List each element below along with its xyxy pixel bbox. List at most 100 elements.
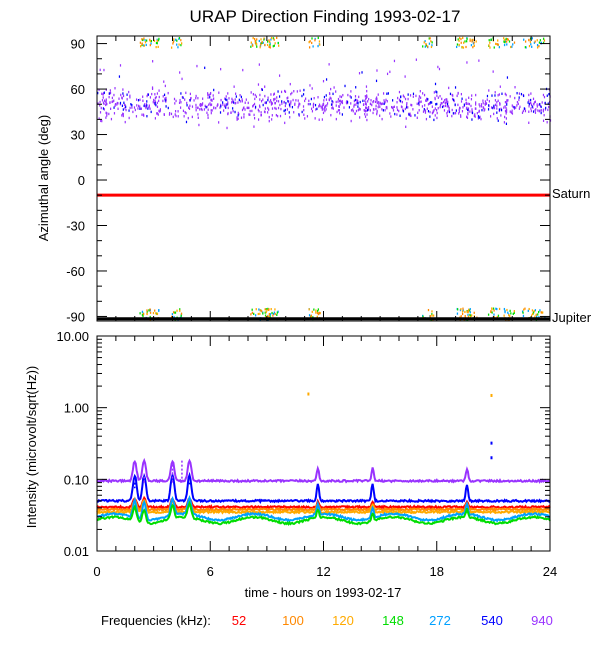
azimuth-point-100: [505, 40, 508, 43]
azimuth-point-940: [534, 111, 537, 114]
azimuth-point-940: [144, 103, 146, 106]
azimuth-point-940: [425, 117, 428, 121]
azimuth-point-148: [180, 314, 182, 317]
azimuth-point-148: [142, 314, 144, 318]
azimuth-point-940: [275, 113, 277, 117]
azimuth-point-272: [506, 43, 508, 46]
azimuth-point-120: [155, 312, 157, 315]
azimuth-point-940: [499, 85, 501, 88]
azimuth-point-272: [269, 313, 272, 316]
azimuth-point-940: [384, 109, 386, 112]
azimuth-point-940: [298, 114, 300, 117]
azimuth-point-940: [99, 111, 102, 114]
azimuth-point-940: [396, 106, 398, 109]
azimuth-point-940: [543, 113, 545, 117]
azimuth-point-940: [154, 93, 156, 96]
intensity-panel: 10.00 1.00 0.10 0.01 0 6 12 18 24 Intensity (mic…: [24, 329, 557, 600]
azimuth-point-100: [251, 44, 254, 47]
azimuth-point-940: [309, 84, 311, 87]
azimuth-point-940: [232, 99, 234, 102]
azimuth-point-940: [375, 97, 377, 101]
azimuth-point-272: [527, 309, 529, 312]
intensity-isolated-point: [490, 393, 493, 397]
azimuth-point-940: [403, 95, 405, 99]
azimuth-point-940: [406, 103, 408, 107]
azimuth-point-540: [285, 102, 287, 105]
azimuth-point-120: [509, 314, 511, 318]
azimuth-point-100: [149, 308, 151, 311]
azimuth-point-940: [470, 97, 473, 101]
azimuth-point-940: [339, 112, 341, 115]
azimuth-point-940: [480, 117, 482, 121]
azimuth-point-540: [544, 101, 546, 105]
azimuth-point-540: [341, 113, 343, 116]
azimuth-point-940: [482, 102, 484, 105]
azimuth-point-100: [460, 38, 462, 41]
azimuth-point-120: [255, 308, 257, 311]
azimuth-point-120: [458, 39, 460, 42]
azimuth-point-940: [332, 100, 334, 104]
azimuth-point-540: [496, 111, 498, 114]
azimuth-point-940: [112, 100, 114, 103]
time-x-tick-label: 24: [543, 564, 557, 579]
azimuth-point-100: [146, 309, 148, 312]
azimuth-point-940: [345, 101, 348, 104]
azimuth-point-940: [322, 103, 324, 107]
azimuth-point-120: [259, 312, 261, 315]
azimuth-point-940: [511, 104, 513, 107]
azimuth-point-940: [326, 102, 329, 105]
azimuth-point-148: [179, 308, 181, 311]
azimuth-point-940: [366, 89, 368, 93]
azimuth-point-272: [262, 41, 264, 44]
azimuth-point-940: [542, 110, 544, 113]
azimuth-point-940: [424, 111, 427, 114]
azimuth-point-272: [176, 43, 178, 46]
azimuth-point-940: [271, 114, 273, 117]
azimuth-point-940: [105, 98, 107, 101]
azimuth-point-100: [180, 39, 182, 42]
azimuth-point-940: [325, 105, 327, 108]
azimuth-point-940: [359, 116, 361, 119]
azimuth-point-940: [516, 100, 519, 104]
azimuth-point-100: [524, 40, 527, 43]
azimuth-point-120: [491, 307, 493, 310]
azimuth-point-272: [521, 310, 524, 313]
azimuth-point-540: [167, 106, 169, 110]
azimuth-point-120: [311, 310, 313, 313]
azimuth-point-940: [114, 104, 116, 107]
azimuth-point-940: [128, 90, 130, 94]
azimuth-point-940: [204, 104, 206, 108]
azimuth-point-940: [181, 95, 183, 99]
azimuth-point-540: [346, 100, 349, 104]
azimuth-point-940: [407, 106, 409, 109]
azimuth-point-940: [353, 99, 355, 103]
azimuth-point-940: [504, 92, 506, 96]
azimuth-point-540: [238, 98, 240, 102]
azimuth-point-940: [416, 102, 418, 106]
azimuth-point-940: [477, 117, 479, 120]
azimuth-point-148: [180, 44, 182, 47]
azimuth-point-940: [467, 107, 470, 110]
azimuth-point-272: [504, 40, 507, 43]
azimuth-point-100: [317, 312, 320, 316]
azimuth-point-940: [506, 101, 508, 104]
azimuth-point-940: [277, 100, 280, 103]
azimuth-point-940: [365, 97, 367, 101]
azimuth-point-940: [446, 112, 448, 115]
azimuth-point-120: [144, 41, 147, 44]
azimuth-point-120: [274, 42, 276, 45]
azimuth-point-540: [491, 94, 493, 97]
azimuth-point-940: [338, 105, 340, 108]
azimuth-point-148: [538, 41, 541, 44]
azimuth-point-940: [339, 95, 341, 98]
azimuth-point-940: [250, 91, 252, 94]
azimuth-point-120: [432, 314, 435, 317]
azimuth-point-940: [398, 98, 401, 101]
azimuth-point-940: [364, 95, 366, 98]
azimuth-point-540: [354, 98, 357, 102]
azimuth-point-940: [365, 101, 367, 104]
azimuth-point-940: [268, 119, 270, 123]
azimuth-point-540: [493, 104, 495, 108]
azimuth-point-940: [505, 93, 507, 97]
azimuth-point-940: [228, 97, 230, 100]
